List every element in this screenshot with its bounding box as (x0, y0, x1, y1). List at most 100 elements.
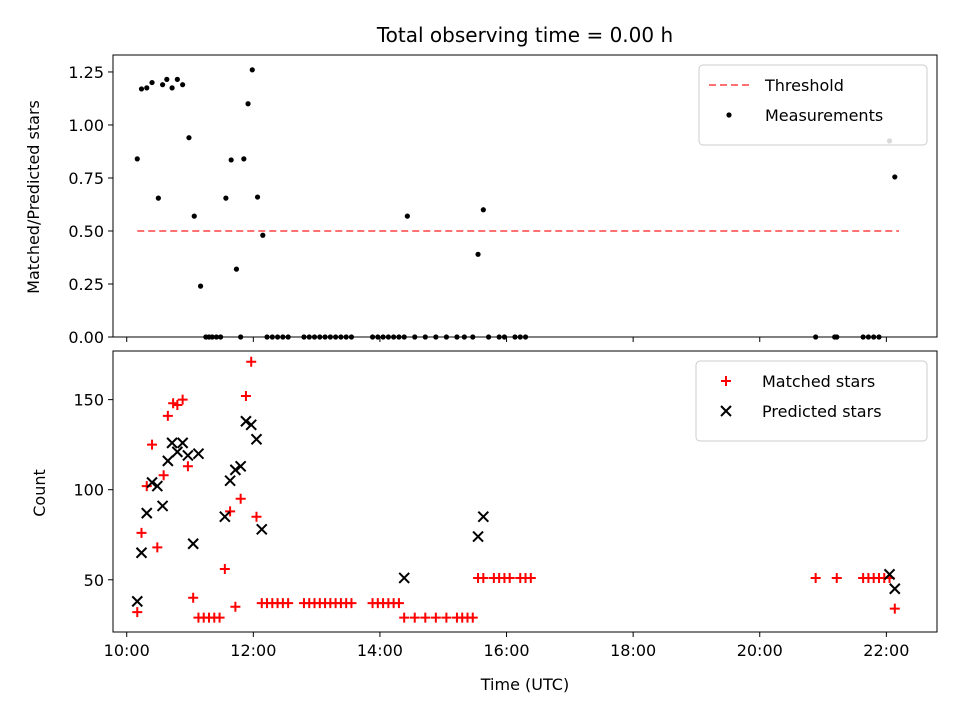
y-tick-label: 50 (84, 571, 104, 590)
data-point (338, 334, 344, 340)
data-point (472, 530, 484, 543)
data-point (322, 334, 328, 340)
legend-label: Matched stars (762, 372, 875, 391)
data-point (475, 251, 481, 257)
bottom-xlabel: Time (UTC) (480, 675, 569, 694)
data-point (480, 207, 486, 213)
data-point (477, 511, 490, 523)
data-point (883, 568, 896, 581)
x-tick-label: 22:00 (863, 641, 909, 660)
data-point (280, 334, 286, 340)
data-point (412, 334, 418, 340)
data-point (409, 612, 420, 623)
legend-handle (720, 405, 732, 417)
data-point (149, 79, 155, 86)
data-point (136, 527, 147, 538)
bottom-panel: 10:00 12:00 14:00 16:00 18:00 20:00 22:00 50 100… (73, 350, 938, 660)
data-point (399, 612, 410, 623)
data-point (134, 156, 140, 162)
data-point (813, 334, 819, 340)
data-point (249, 67, 255, 73)
data-point (433, 334, 439, 340)
data-point (225, 506, 236, 517)
data-point (306, 334, 312, 340)
data-point (810, 572, 821, 583)
data-point (233, 266, 240, 272)
data-point (138, 86, 145, 92)
legend-label: Predicted stars (762, 402, 882, 421)
data-point (454, 334, 460, 340)
data-point (311, 334, 318, 340)
data-point (223, 195, 229, 201)
y-tick-label: 0.75 (68, 169, 104, 188)
data-point (191, 213, 197, 219)
data-point (187, 538, 199, 550)
data-point (375, 334, 381, 340)
data-point (176, 437, 189, 449)
x-tick-label: 14:00 (357, 641, 403, 660)
data-point (159, 82, 166, 88)
data-point (177, 394, 188, 405)
data-point (254, 194, 261, 200)
data-point (235, 493, 246, 504)
data-point (238, 334, 244, 340)
data-point (186, 135, 192, 141)
data-point (486, 334, 492, 340)
data-point (517, 334, 523, 340)
data-point (892, 174, 898, 180)
legend: Matched stars Predicted stars (695, 360, 928, 442)
data-point (393, 598, 404, 609)
data-point (172, 400, 183, 411)
data-point (525, 572, 536, 583)
data-point (467, 612, 478, 623)
data-point (246, 356, 257, 367)
data-point (174, 76, 180, 82)
data-point (317, 334, 323, 340)
y-tick-label: 150 (73, 391, 104, 410)
data-point (522, 334, 529, 340)
data-point (144, 85, 150, 91)
data-point (441, 612, 452, 623)
data-point (496, 334, 502, 340)
data-point (218, 334, 224, 340)
data-point (166, 437, 178, 449)
data-point (240, 415, 252, 427)
data-point (404, 213, 410, 219)
data-point (876, 334, 882, 340)
data-point (182, 461, 193, 472)
data-point (391, 334, 397, 340)
data-point (192, 447, 205, 460)
data-point (401, 334, 407, 340)
data-point (504, 572, 515, 583)
legend-box (698, 64, 928, 146)
y-tick-label: 1.25 (68, 63, 104, 82)
data-point (889, 603, 900, 614)
data-point (158, 470, 169, 481)
data-point (241, 156, 247, 162)
data-point (219, 511, 231, 523)
top-ylabel: Matched/Predicted stars (24, 100, 43, 294)
data-point (283, 598, 294, 609)
data-point (860, 334, 866, 340)
data-point (146, 476, 158, 489)
data-point (169, 85, 175, 91)
data-point (228, 157, 234, 163)
legend: Threshold Measurements (698, 64, 928, 146)
plot-frame (112, 350, 938, 633)
legend-label: Threshold (764, 76, 844, 95)
data-point (251, 511, 262, 522)
data-point (135, 547, 148, 559)
chart-title: Total observing time = 0.00 h (376, 23, 673, 47)
legend-handle (726, 112, 732, 118)
data-point (156, 500, 169, 512)
data-point (230, 601, 241, 612)
data-point (260, 232, 266, 238)
data-point (285, 334, 291, 340)
data-point (385, 334, 391, 340)
y-tick-label: 1.00 (68, 116, 104, 135)
data-point (343, 334, 349, 340)
data-point (380, 334, 386, 340)
data-point (182, 449, 194, 462)
data-point (180, 82, 186, 88)
